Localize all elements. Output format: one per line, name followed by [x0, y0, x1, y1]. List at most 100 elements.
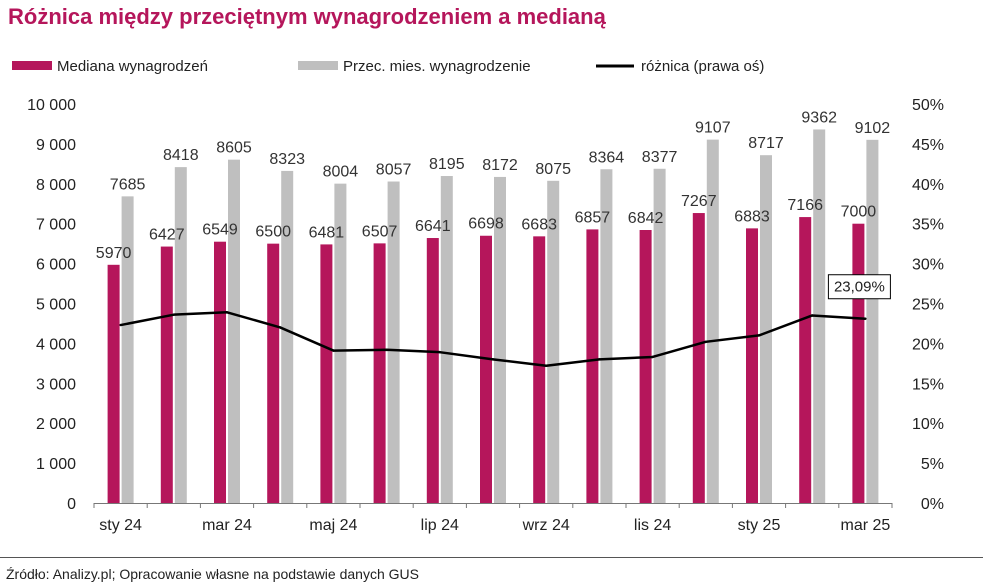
bar-median	[107, 264, 120, 503]
bar-average-label: 9102	[855, 120, 891, 137]
x-tick-label: sty 24	[99, 517, 142, 534]
difference-line	[119, 311, 867, 367]
bar-average-label: 8364	[589, 149, 625, 166]
bar-average	[281, 170, 294, 503]
bar-average	[121, 196, 134, 503]
right-tick-label: 35%	[912, 217, 944, 234]
bar-median-label: 6549	[202, 222, 238, 239]
bar-median-label: 6427	[149, 227, 185, 244]
x-tick-label: lis 24	[634, 517, 671, 534]
bar-median	[746, 228, 758, 504]
difference-point	[598, 358, 601, 361]
right-tick-label: 0%	[921, 496, 944, 513]
bar-median-label: 6683	[521, 216, 557, 233]
bar-average	[228, 159, 240, 503]
right-tick-label: 10%	[912, 416, 944, 433]
x-tick-label: lip 24	[421, 517, 459, 534]
bar-average	[440, 176, 453, 503]
bar-median-label: 6481	[309, 224, 345, 241]
difference-point	[225, 311, 229, 314]
bar-median-label: 6641	[415, 218, 451, 235]
bar-average	[547, 180, 560, 503]
left-tick-label: 3 000	[36, 376, 76, 393]
difference-point	[332, 349, 335, 352]
left-tick-label: 9 000	[36, 137, 76, 154]
bar-average-label: 8057	[376, 162, 412, 179]
bar-average-label: 9362	[801, 109, 837, 126]
bar-average-label: 8605	[216, 140, 252, 157]
callout-box	[827, 274, 891, 300]
bar-average-label: 8004	[323, 164, 359, 181]
bar-median-label: 6698	[468, 216, 504, 233]
bar-median-label: 6883	[734, 208, 770, 225]
bar-median	[320, 244, 333, 504]
bar-average-label: 9107	[695, 120, 731, 137]
callout: 23,09%	[827, 274, 891, 300]
left-tick-label: 1 000	[36, 456, 76, 473]
bar-average	[653, 168, 666, 504]
left-tick-label: 7 000	[36, 217, 76, 234]
difference-point	[757, 334, 761, 337]
bar-median	[533, 236, 546, 503]
chart: Mediana wynagrodzeń Przec. mies. wynagrod…	[12, 58, 944, 534]
right-tick-label: 40%	[912, 177, 944, 194]
difference-point	[438, 350, 441, 354]
bar-median-label: 7267	[681, 193, 717, 210]
difference-point	[545, 364, 548, 367]
bar-average	[174, 167, 187, 503]
difference-point	[172, 313, 175, 316]
bar-average	[600, 169, 613, 503]
chart-title: Różnica między przeciętnym wynagrodzenie…	[8, 4, 606, 29]
difference-point	[651, 355, 654, 359]
bar-average-label: 7685	[110, 176, 146, 193]
x-tick-label: mar 25	[841, 517, 891, 534]
bar-median	[267, 243, 280, 503]
legend-median: Mediana wynagrodzeń	[12, 58, 208, 75]
x-tick-label: mar 24	[202, 517, 252, 534]
bar-average	[494, 176, 506, 503]
right-tick-label: 5%	[921, 456, 944, 473]
bar-average	[866, 139, 879, 503]
bar-average-label: 8717	[748, 135, 784, 152]
bar-median	[692, 213, 705, 504]
difference-point	[119, 323, 122, 327]
bar-average	[760, 155, 772, 503]
legend-average-label: Przec. mies. wynagrodzenie	[343, 58, 531, 75]
difference-point	[811, 314, 814, 317]
bar-median-label: 6507	[362, 223, 398, 240]
legend-difference-label: różnica (prawa oś)	[641, 58, 764, 75]
left-tick-label: 0	[67, 496, 76, 513]
difference-point	[704, 340, 707, 344]
bar-median	[799, 217, 812, 503]
legend: Mediana wynagrodzeń Przec. mies. wynagrod…	[12, 58, 764, 75]
left-axis: 0 1 000 2 000 3 000 4 000 5 000 6 000 7 000 8 00…	[27, 97, 76, 513]
left-tick-label: 5 000	[36, 297, 76, 314]
x-axis: sty 24 mar 24 maj 24 lip 24 wrz 24 lis 24 sty …	[93, 503, 893, 534]
x-tick-label: maj 24	[309, 517, 357, 534]
bar-median	[214, 241, 226, 504]
bar-average-label: 8195	[429, 156, 465, 173]
left-tick-label: 6 000	[36, 257, 76, 274]
left-tick-label: 8 000	[36, 177, 76, 194]
bar-median-label: 7000	[841, 204, 877, 221]
bar-median-label: 5970	[96, 245, 132, 262]
right-tick-label: 45%	[912, 137, 944, 154]
callout-label: 23,09%	[834, 279, 885, 296]
right-tick-label: 50%	[912, 97, 944, 114]
bar-median-label: 6842	[628, 210, 664, 227]
bar-labels: 5970 7685 6427 8418 6549 8605 6500 8323 6481 8004…	[96, 109, 890, 261]
legend-median-swatch	[12, 61, 52, 70]
x-tick-label: sty 25	[738, 517, 781, 534]
bar-median	[373, 243, 386, 503]
right-tick-label: 30%	[912, 257, 944, 274]
bar-median	[160, 246, 173, 504]
right-tick-label: 20%	[912, 336, 944, 353]
left-tick-label: 10 000	[27, 97, 76, 114]
x-tick-label: wrz 24	[522, 517, 570, 534]
footer-divider	[0, 557, 983, 558]
bar-average	[706, 139, 719, 503]
difference-point	[864, 317, 867, 320]
right-tick-label: 15%	[912, 376, 944, 393]
difference-point	[385, 348, 388, 351]
bars	[107, 129, 879, 504]
